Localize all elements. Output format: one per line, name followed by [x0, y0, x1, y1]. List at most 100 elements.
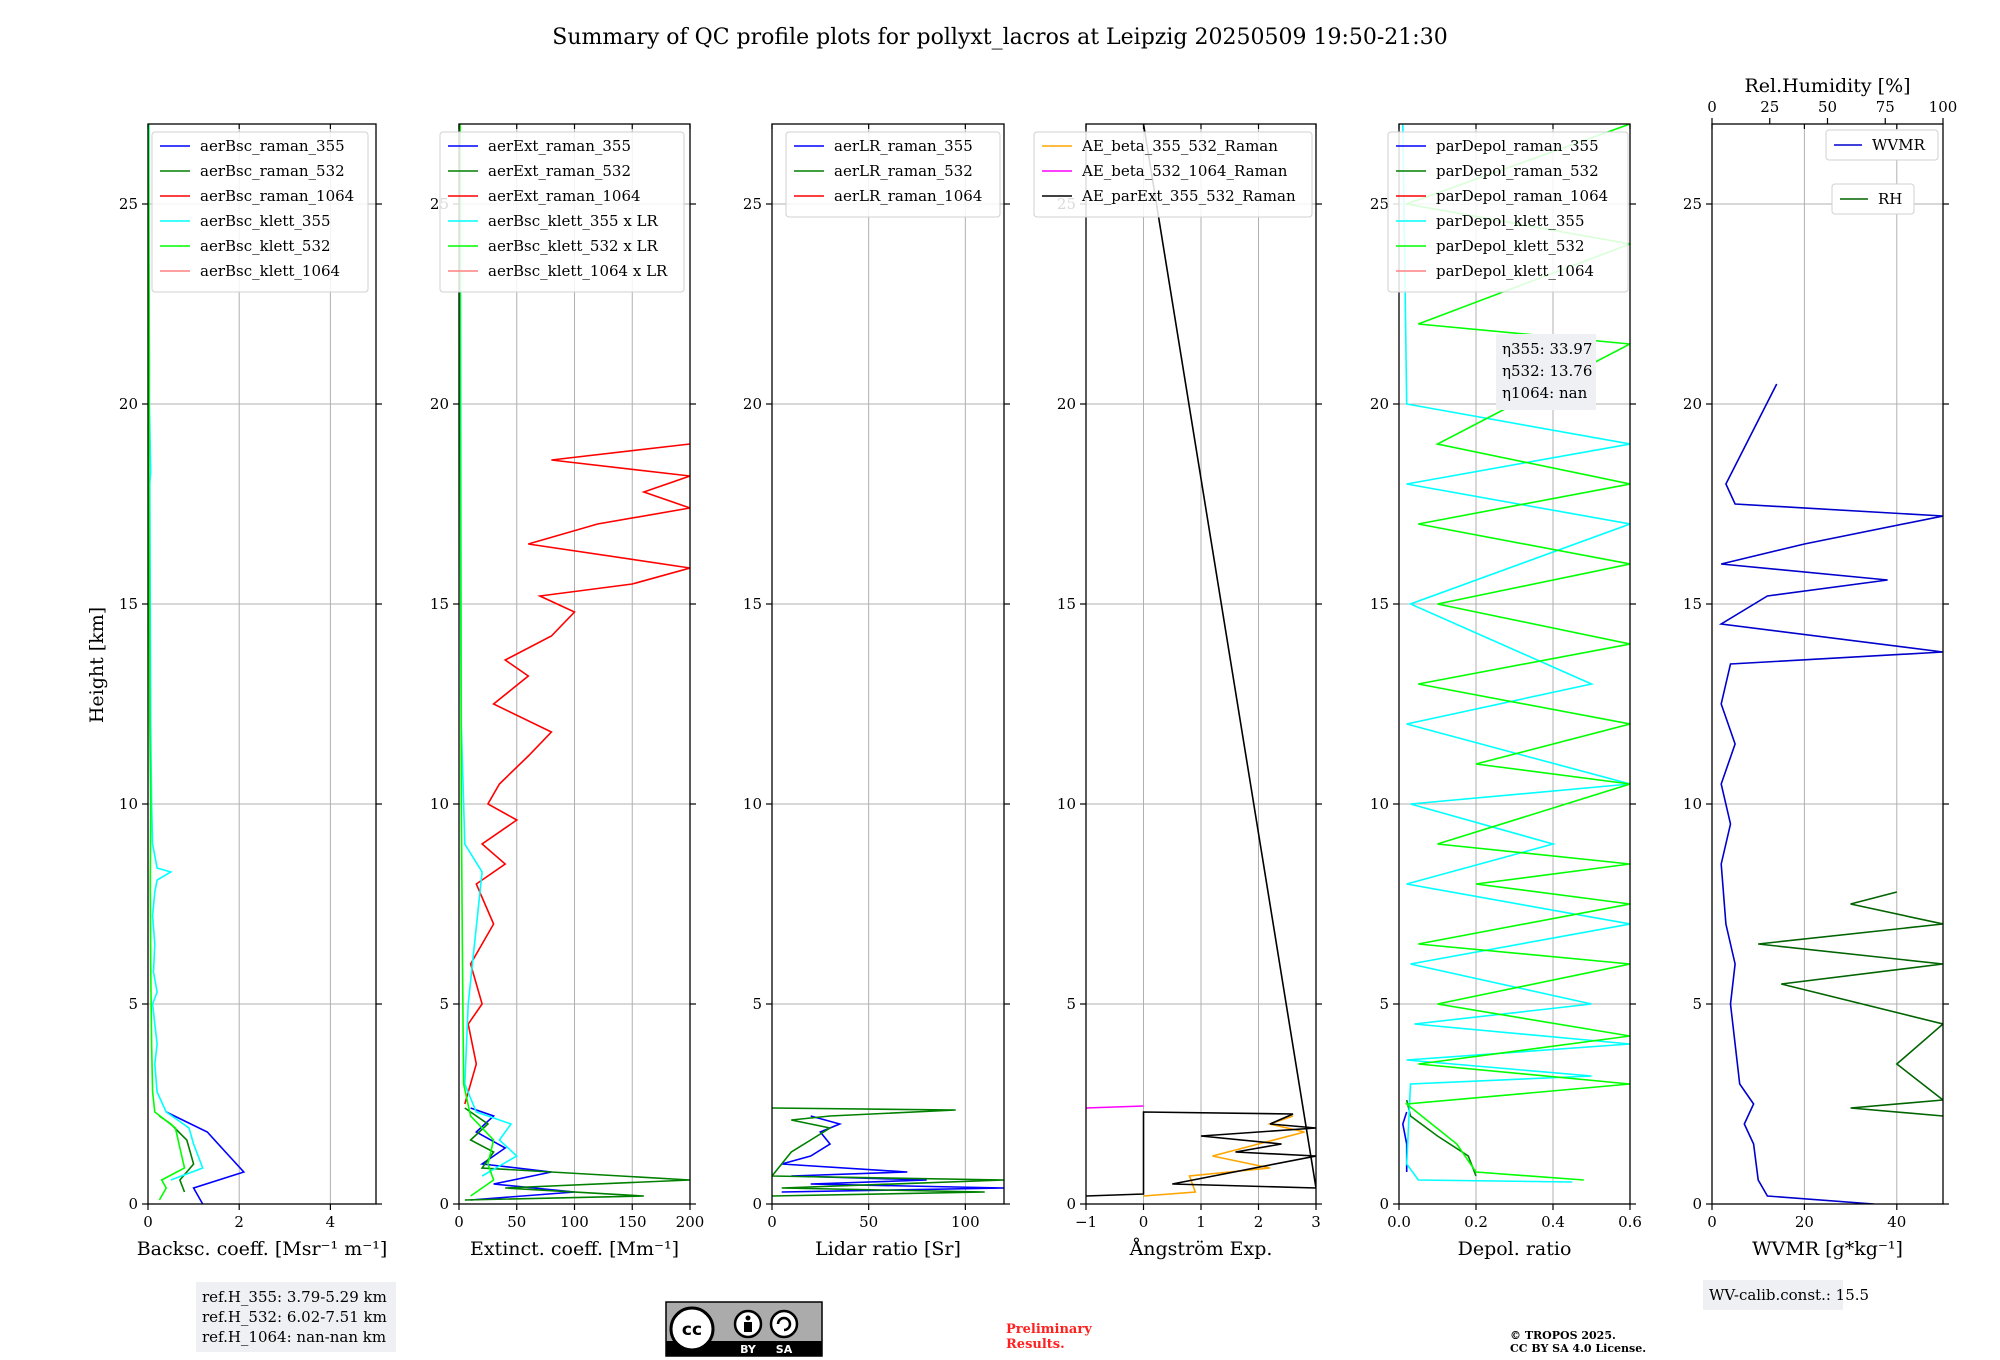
plot-frame	[1398, 123, 1631, 1205]
y-tick-label: 0	[1066, 1195, 1076, 1213]
x2-tick-label: 100	[1929, 98, 1958, 116]
x-tick-label: 2	[1254, 1213, 1264, 1231]
cc-license-badge: cc BY SA	[665, 1301, 823, 1357]
legend-label: aerBsc_klett_532 x LR	[488, 237, 659, 255]
legend-box	[1033, 131, 1313, 218]
x-tick-label: 0.6	[1618, 1213, 1642, 1231]
annotation-text: η355: 33.97	[1502, 340, 1592, 358]
x-tick-label: −1	[1075, 1213, 1097, 1231]
legend-label: parDepol_raman_532	[1436, 162, 1599, 180]
x2-tick-label: 25	[1760, 98, 1779, 116]
legend-label: parDepol_raman_355	[1436, 137, 1599, 155]
x-tick-label: 50	[859, 1213, 878, 1231]
y-tick-label: 20	[119, 395, 138, 413]
x-tick-label: 200	[676, 1213, 705, 1231]
legend-label: aerExt_raman_355	[488, 137, 631, 155]
series-line-ae-beta-355-532-raman	[1143, 1115, 1305, 1197]
y-tick-label: 10	[1057, 795, 1076, 813]
annotation-text: ref.H_532: 6.02-7.51 km	[202, 1308, 387, 1326]
series-line-aerext-raman-355	[470, 1107, 575, 1201]
series-line-aerbsc-klett-355	[148, 124, 204, 1181]
series-line-ae-parext-355-532-raman	[1086, 124, 1316, 1197]
series-line-aerext-raman-1064	[464, 443, 690, 1105]
x-tick-label: 20	[1795, 1213, 1814, 1231]
y-tick-label: 5	[1379, 995, 1389, 1013]
annotation-text: WV-calib.const.: 15.5	[1709, 1286, 1869, 1304]
panel-ae: −101230510152025Ångström Exp.AE_beta_355…	[1033, 123, 1322, 1260]
legend-label: aerBsc_raman_1064	[200, 187, 354, 205]
plot-frame	[1711, 123, 1944, 1205]
x-axis-label: Ångström Exp.	[1129, 1238, 1273, 1260]
figure-title: Summary of QC profile plots for pollyxt_…	[552, 25, 1447, 50]
y-tick-label: 5	[128, 995, 138, 1013]
y-tick-label: 20	[743, 395, 762, 413]
annotation-box	[196, 1282, 396, 1352]
annotation-box	[1496, 334, 1596, 410]
x2-tick-label: 50	[1818, 98, 1837, 116]
plot-frame	[147, 123, 377, 1205]
y-tick-label: 5	[439, 995, 449, 1013]
legend-box	[439, 131, 685, 293]
panel-lr: 0 50 100 0 5 10 15 20 25 Lidar ratio [Sr] aerLR_ra…	[743, 123, 1010, 1260]
legend-label: aerBsc_klett_1064 x LR	[488, 262, 668, 280]
series-line-aerext-raman-532	[464, 1107, 690, 1201]
x-axis-label: WVMR [g*kg⁻¹]	[1752, 1238, 1903, 1260]
y-tick-label: 15	[119, 595, 138, 613]
x-tick-label: 4	[326, 1213, 336, 1231]
x2-axis-label: Rel.Humidity [%]	[1744, 75, 1910, 97]
legend-label: aerLR_raman_355	[834, 137, 973, 155]
legend-box	[1825, 129, 1939, 161]
x-tick-label: 0	[1139, 1213, 1149, 1231]
series-group	[1718, 383, 1943, 1204]
x-tick-label: 50	[507, 1213, 526, 1231]
series-line-aerlr-raman-532	[772, 1107, 1004, 1197]
cc-sa-label: SA	[776, 1343, 793, 1356]
y-tick-label: 15	[743, 595, 762, 613]
y-tick-label: 10	[1370, 795, 1389, 813]
series-group	[1086, 124, 1316, 1197]
x-tick-label: 0.4	[1541, 1213, 1565, 1231]
x-tick-label: 0	[767, 1213, 777, 1231]
legend-label: aerExt_raman_532	[488, 162, 631, 180]
y-tick-label: 25	[119, 195, 138, 213]
x-tick-label: 1	[1196, 1213, 1206, 1231]
x-tick-label: 3	[1311, 1213, 1321, 1231]
legend-label: WVMR	[1872, 136, 1926, 154]
y-tick-label: 20	[1057, 395, 1076, 413]
series-line-pardepol-klett-532	[1403, 124, 1630, 1181]
legend-label: parDepol_klett_532	[1436, 237, 1585, 255]
x-axis-label: Backsc. coeff. [Msr⁻¹ m⁻¹]	[137, 1238, 388, 1260]
y-tick-label: 0	[128, 1195, 138, 1213]
x-tick-label: 100	[560, 1213, 589, 1231]
series-group	[148, 124, 246, 1204]
x2-tick-label: 0	[1707, 98, 1717, 116]
x-tick-label: 0	[1707, 1213, 1717, 1231]
y-tick-label: 0	[1692, 1195, 1702, 1213]
y-tick-label: 25	[1370, 195, 1389, 213]
svg-text:cc: cc	[682, 1320, 702, 1340]
legend-label: parDepol_klett_355	[1436, 212, 1585, 230]
panel-bsc: 0 2 4 0 5 10 15 20 25 Backsc. coeff. [Msr⁻¹ m⁻¹] a…	[119, 123, 396, 1352]
copyright-line-1: © TROPOS 2025.	[1510, 1329, 1616, 1342]
series-line-aerbsc-raman-355	[165, 1111, 246, 1204]
y-tick-label: 10	[119, 795, 138, 813]
legend-label: aerLR_raman_1064	[834, 187, 982, 205]
legend-label: parDepol_klett_1064	[1436, 262, 1594, 280]
legend-label: aerBsc_raman_532	[200, 162, 345, 180]
legend-label: aerExt_raman_1064	[488, 187, 641, 205]
legend-label: aerBsc_klett_355 x LR	[488, 212, 659, 230]
copyright-line-2: CC BY SA 4.0 License.	[1510, 1342, 1646, 1355]
preliminary-line-1: Preliminary	[1006, 1322, 1092, 1337]
series-line-aerbsc-klett-532	[148, 124, 186, 1201]
x2-tick-label: 75	[1876, 98, 1895, 116]
x-tick-label: 0.0	[1387, 1213, 1411, 1231]
y-tick-label: 15	[430, 595, 449, 613]
legend-label: aerBsc_klett_532	[200, 237, 331, 255]
annotation-text: ref.H_1064: nan-nan km	[202, 1328, 386, 1346]
y-tick-label: 0	[752, 1195, 762, 1213]
series-line-aerbsc-klett-532-x-lr	[459, 124, 495, 1197]
series-line-pardepol-klett-355	[1402, 124, 1630, 1183]
